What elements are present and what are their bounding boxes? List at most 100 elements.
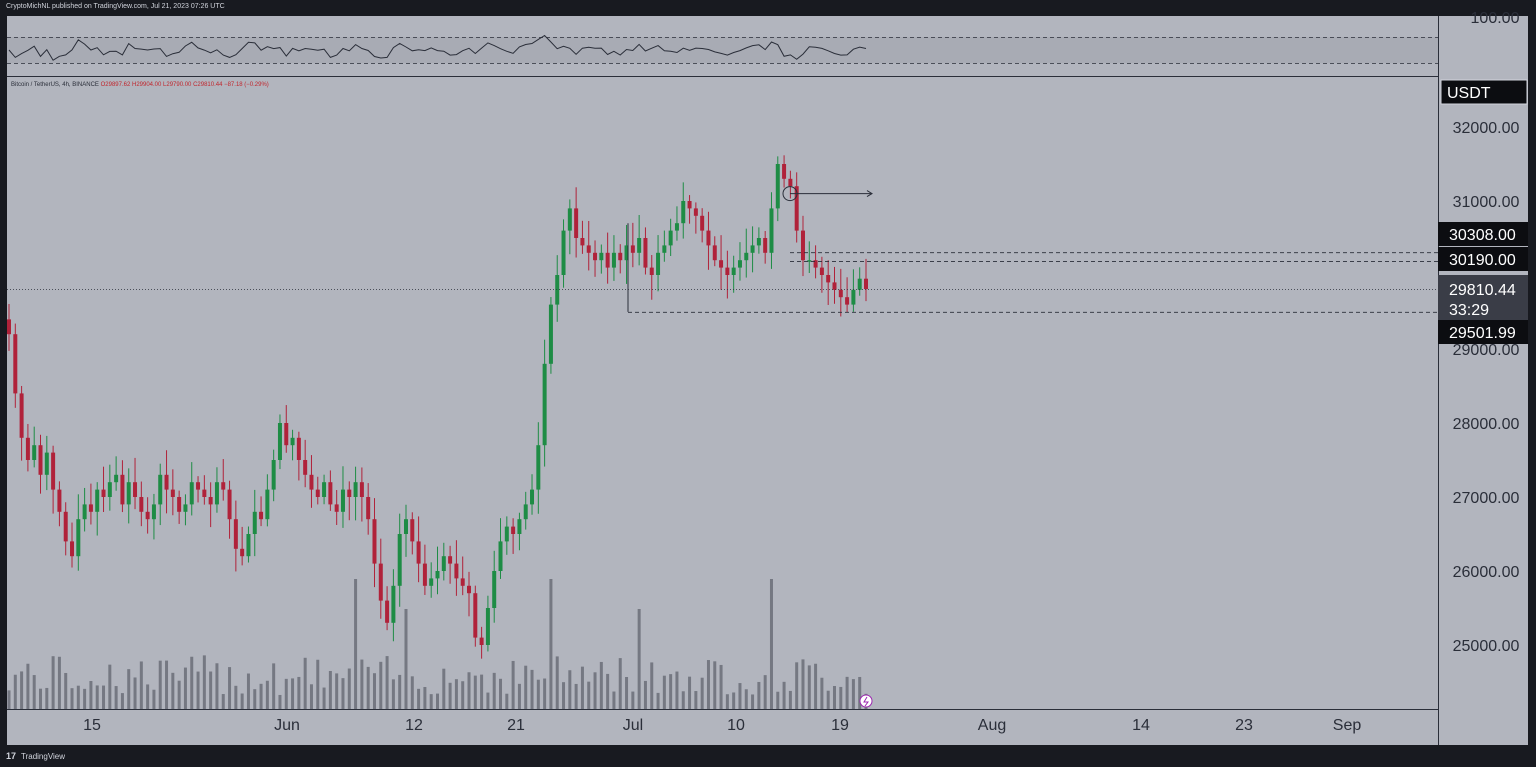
volume-bar [801, 659, 805, 709]
volume-bar [284, 678, 288, 709]
right-border [1528, 16, 1536, 745]
candle-body [422, 563, 427, 586]
candle-body [385, 600, 390, 623]
candle-body [366, 497, 371, 520]
candle-body [687, 201, 692, 209]
candle-body [498, 541, 503, 571]
volume-bar [612, 691, 616, 709]
lightning-icon [863, 696, 869, 707]
volume-bar [795, 662, 799, 709]
candle-body [517, 519, 522, 534]
x-tick-label: 15 [83, 717, 101, 734]
volume-bar [51, 656, 55, 709]
candle-body [429, 578, 434, 586]
candle-body [416, 541, 421, 564]
candle-body [70, 541, 75, 557]
volume-bar [272, 663, 276, 709]
candle-body [277, 423, 282, 460]
volume-bar [316, 659, 320, 709]
volume-bar [436, 693, 439, 709]
candle-body [460, 578, 465, 586]
candle-body [637, 238, 642, 253]
volume-bar [391, 679, 395, 709]
price-level-badge [1438, 247, 1528, 271]
volume-bar [637, 609, 641, 709]
price-level-badge [1438, 320, 1528, 344]
volume-bar [543, 678, 547, 709]
volume-bar [580, 666, 584, 709]
close-value: C29810.44 [193, 82, 223, 88]
y-tick-label: 25000.00 [1453, 638, 1520, 655]
x-tick-label: Jul [623, 717, 643, 734]
candle-body [775, 164, 780, 209]
candle-body [511, 526, 516, 534]
volume-bar [700, 677, 704, 709]
volume-bar [448, 682, 452, 709]
volume-bar [39, 688, 43, 709]
candle-body [536, 445, 541, 490]
candle-body [145, 511, 150, 520]
volume-bar [625, 677, 629, 709]
candle-body [826, 275, 831, 283]
volume-bar [165, 660, 169, 709]
candle-body [214, 482, 219, 505]
candle-body [618, 252, 623, 261]
volume-bar [70, 688, 74, 709]
high-value: H29904.00 [131, 82, 162, 88]
volume-bar [95, 685, 99, 709]
rsi-line [8, 34, 867, 61]
candle-body [227, 489, 232, 520]
volume-bar [146, 684, 150, 709]
candle-body [681, 201, 686, 224]
volume-bar [183, 667, 187, 709]
candle-body [454, 563, 459, 579]
volume-bar [234, 685, 238, 709]
candle-body [353, 482, 358, 497]
candle-body [542, 363, 547, 446]
candle-body [725, 267, 730, 275]
candle-body [151, 504, 156, 520]
volume-bar [221, 694, 225, 709]
volume-bar [278, 694, 282, 709]
candle-body [700, 215, 705, 231]
volume-bar [461, 681, 465, 709]
volume-bar [32, 675, 36, 709]
candle-body [819, 267, 824, 275]
candle-body [391, 585, 396, 623]
candle-body [315, 489, 320, 497]
volume-bar [782, 681, 786, 709]
volume-bar [171, 672, 175, 709]
candle-body [196, 482, 201, 490]
candle-body [750, 245, 755, 253]
volume-bar [499, 678, 503, 709]
candle-body [656, 252, 661, 275]
candle-body [832, 282, 837, 290]
rsi-band [7, 37, 1438, 63]
volume-bar [744, 689, 748, 709]
volume-bar [120, 693, 124, 709]
candle-body [120, 474, 125, 505]
volume-bar [675, 671, 679, 709]
volume-bar [133, 677, 137, 709]
volume-bar [845, 676, 849, 709]
candle-body [107, 482, 112, 497]
candle-body [851, 289, 856, 305]
volume-bar [814, 663, 818, 709]
x-tick-label: Sep [1333, 717, 1362, 734]
candle-body [252, 511, 257, 534]
volume-bar [398, 674, 402, 709]
candle-body [290, 437, 295, 446]
symbol-name: Bitcoin / TetherUS, 4h, BINANCE [11, 82, 99, 88]
tradingview-brand: TradingView [21, 752, 66, 761]
volume-bar [562, 682, 566, 709]
candle-body [737, 260, 742, 268]
volume-bar [732, 692, 736, 709]
volume-bar [587, 681, 591, 709]
candle-body [523, 504, 528, 520]
volume-bar [177, 680, 181, 709]
volume-bar [215, 663, 219, 709]
candle-body [744, 252, 749, 261]
volume-bar [64, 672, 68, 709]
current-price-label: 29810.44 [1449, 282, 1516, 299]
